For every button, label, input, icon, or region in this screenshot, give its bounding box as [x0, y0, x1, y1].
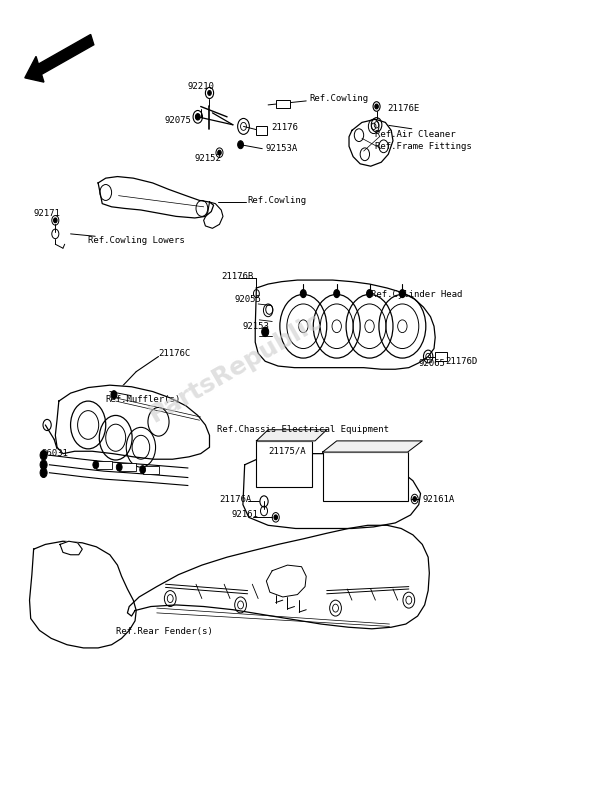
Text: 92171: 92171 — [34, 209, 61, 218]
Circle shape — [237, 141, 243, 149]
Polygon shape — [266, 565, 306, 597]
Circle shape — [366, 289, 372, 297]
Bar — [435, 352, 447, 361]
Circle shape — [398, 320, 407, 332]
Circle shape — [54, 218, 57, 223]
Text: 92161: 92161 — [231, 511, 258, 519]
Circle shape — [140, 466, 145, 474]
Text: 92153: 92153 — [243, 322, 270, 331]
Text: Ref.Muffler(s): Ref.Muffler(s) — [106, 395, 181, 404]
Text: Ref.Cowling: Ref.Cowling — [309, 94, 368, 103]
Circle shape — [399, 289, 405, 297]
Polygon shape — [255, 280, 435, 369]
Text: 92161A: 92161A — [422, 495, 455, 503]
Text: Ref.Frame Fittings: Ref.Frame Fittings — [375, 141, 472, 151]
Text: 21176A: 21176A — [220, 495, 252, 503]
Polygon shape — [256, 430, 327, 441]
Circle shape — [93, 461, 99, 469]
Polygon shape — [60, 541, 82, 555]
Bar — [323, 452, 408, 502]
Circle shape — [375, 104, 378, 109]
FancyArrow shape — [25, 34, 94, 82]
Text: 21176D: 21176D — [445, 357, 478, 366]
Circle shape — [116, 463, 122, 471]
Text: 21176E: 21176E — [387, 104, 419, 113]
Circle shape — [208, 90, 211, 95]
Text: 21176C: 21176C — [158, 349, 191, 358]
Text: 92055: 92055 — [234, 296, 262, 304]
Bar — [256, 125, 267, 135]
Circle shape — [40, 468, 47, 478]
Polygon shape — [98, 177, 214, 218]
Text: 92075: 92075 — [164, 117, 191, 125]
Circle shape — [334, 289, 340, 297]
Text: 92210: 92210 — [187, 82, 214, 91]
Text: 21176B: 21176B — [221, 272, 253, 280]
Polygon shape — [55, 385, 210, 459]
Circle shape — [332, 320, 342, 332]
Circle shape — [365, 320, 374, 332]
Circle shape — [40, 460, 47, 470]
Polygon shape — [29, 541, 136, 648]
Text: 92065: 92065 — [419, 360, 446, 368]
Text: Ref.Air Cleaner: Ref.Air Cleaner — [375, 130, 456, 139]
Circle shape — [413, 497, 416, 502]
Bar — [143, 466, 159, 474]
Bar — [119, 463, 135, 471]
Polygon shape — [349, 119, 393, 166]
Text: 92153A: 92153A — [265, 144, 297, 153]
Bar — [96, 461, 112, 469]
Text: 26031: 26031 — [41, 449, 68, 458]
Text: Ref.Rear Fender(s): Ref.Rear Fender(s) — [115, 627, 213, 637]
Text: Ref.Cylinder Head: Ref.Cylinder Head — [370, 290, 462, 299]
Polygon shape — [127, 525, 429, 629]
Polygon shape — [323, 441, 422, 452]
Circle shape — [218, 150, 221, 155]
Text: Ref.Chassis Electrical Equipment: Ref.Chassis Electrical Equipment — [217, 425, 389, 434]
Polygon shape — [204, 202, 223, 229]
Circle shape — [262, 327, 269, 336]
Text: PartsRepublic: PartsRepublic — [145, 308, 327, 427]
Text: 21175/A: 21175/A — [268, 447, 306, 455]
Bar — [276, 100, 290, 108]
Text: 92152: 92152 — [195, 153, 221, 163]
Circle shape — [300, 289, 306, 297]
Circle shape — [111, 391, 117, 399]
Circle shape — [299, 320, 308, 332]
Bar — [256, 441, 312, 487]
Circle shape — [40, 451, 47, 460]
Circle shape — [274, 515, 277, 519]
Circle shape — [196, 113, 200, 120]
Text: Ref.Cowling: Ref.Cowling — [247, 196, 307, 205]
Text: 21176: 21176 — [271, 123, 298, 132]
Polygon shape — [243, 454, 421, 528]
Text: Ref.Cowling Lowers: Ref.Cowling Lowers — [88, 236, 185, 244]
